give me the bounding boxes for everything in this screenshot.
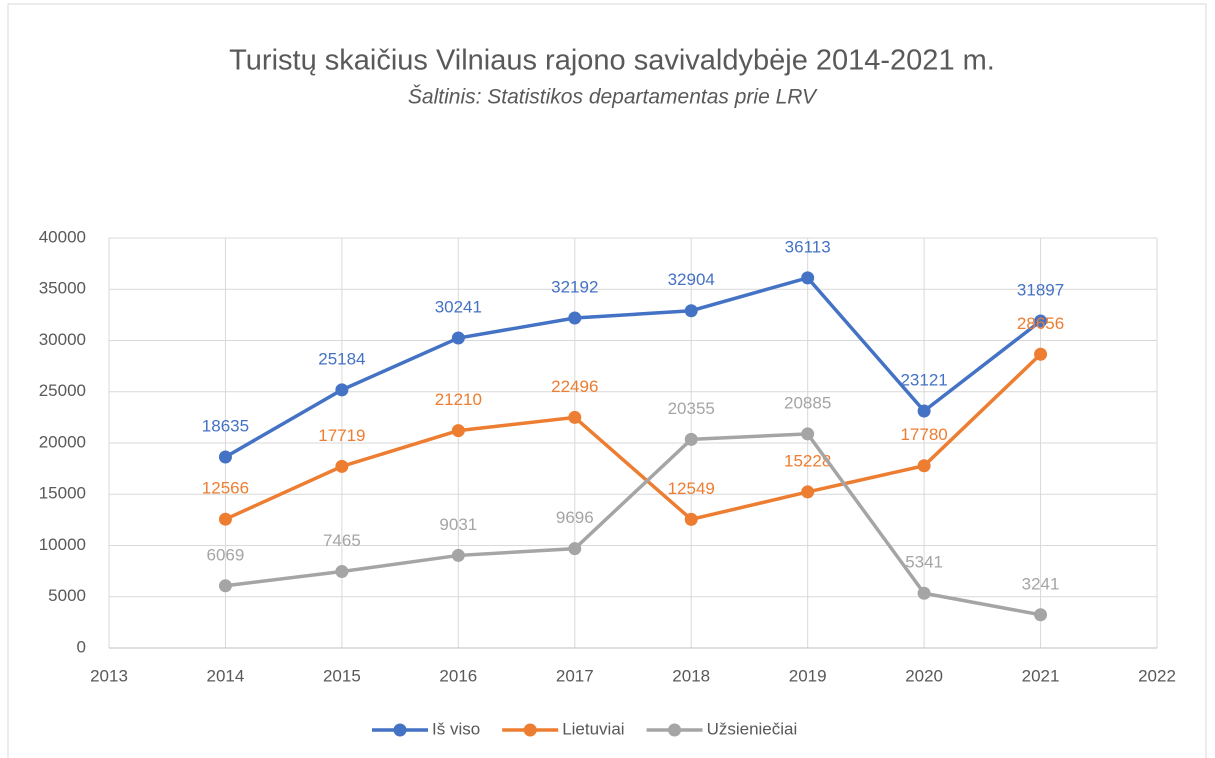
point [335,383,349,397]
point [451,548,465,562]
data-label: 32904 [668,270,715,289]
y-tick-label: 15000 [39,484,86,503]
data-label: 17780 [900,425,947,444]
legend-marker [393,723,407,737]
point [568,542,582,556]
point [218,450,232,464]
chart-frame [7,3,1207,758]
series-line [224,353,1042,522]
data-label: 9031 [439,515,477,534]
point [451,331,465,345]
x-tick-label: 2021 [1022,666,1060,685]
data-label: 23121 [900,370,947,389]
x-tick-label: 2015 [323,666,361,685]
data-label: 15228 [784,451,831,470]
data-label: 20885 [784,393,831,412]
point [684,512,698,526]
data-label: 25184 [318,349,365,368]
point [451,424,465,438]
data-label: 3241 [1022,574,1060,593]
x-tick-label: 2022 [1138,666,1176,685]
point [684,304,698,318]
point [917,404,931,418]
legend-label: Užsieniečiai [707,719,798,738]
y-tick-label: 5000 [48,586,86,605]
data-label: 32192 [551,278,598,297]
data-label: 18635 [202,416,249,435]
point [1034,314,1048,328]
data-label: 28656 [1017,314,1064,333]
data-label: 20355 [668,399,715,418]
data-label: 9696 [556,508,594,527]
series-line [225,432,1041,617]
data-label: 31897 [1017,281,1064,300]
legend-label: Iš viso [432,719,480,738]
data-label: 30241 [435,298,482,317]
point [801,485,815,499]
y-tick-label: 20000 [39,432,86,451]
legend-label: Lietuviai [562,719,624,738]
data-label: 22496 [551,377,598,396]
point [568,410,582,424]
data-label: 36113 [785,237,831,256]
point [218,512,232,526]
y-tick-label: 25000 [39,381,86,400]
y-tick-label: 40000 [39,227,86,246]
point [801,427,815,441]
y-tick-label: 35000 [39,279,86,298]
x-tick-label: 2018 [672,666,710,685]
data-label: 5341 [905,553,943,572]
point [1034,347,1048,361]
x-tick-label: 2013 [90,666,128,685]
point [218,579,232,593]
x-tick-label: 2014 [207,666,245,685]
data-label: 21210 [435,390,482,409]
point [335,564,349,578]
data-label: 12549 [668,479,715,498]
legend-marker [668,723,682,737]
y-tick-label: 30000 [39,330,86,349]
point [917,459,931,473]
data-label: 12566 [202,479,249,498]
data-label: 7465 [323,531,361,550]
x-tick-label: 2017 [556,666,594,685]
point [335,459,349,473]
point [801,271,815,285]
point [1034,608,1048,622]
y-tick-label: 10000 [39,535,86,554]
x-tick-label: 2016 [439,666,477,685]
point [917,586,931,600]
series-line [224,275,1042,459]
data-label: 17719 [318,426,365,445]
chart-subtitle: Šaltinis: Statistikos departamentas prie… [408,86,818,109]
x-tick-label: 2020 [905,666,943,685]
x-tick-label: 2019 [789,666,827,685]
data-label: 6069 [207,545,245,564]
point [568,311,582,325]
y-tick-label: 0 [77,637,86,656]
point [684,432,698,446]
legend-marker [523,723,537,737]
chart-title: Turistų skaičius Vilniaus rajono savival… [229,45,995,77]
